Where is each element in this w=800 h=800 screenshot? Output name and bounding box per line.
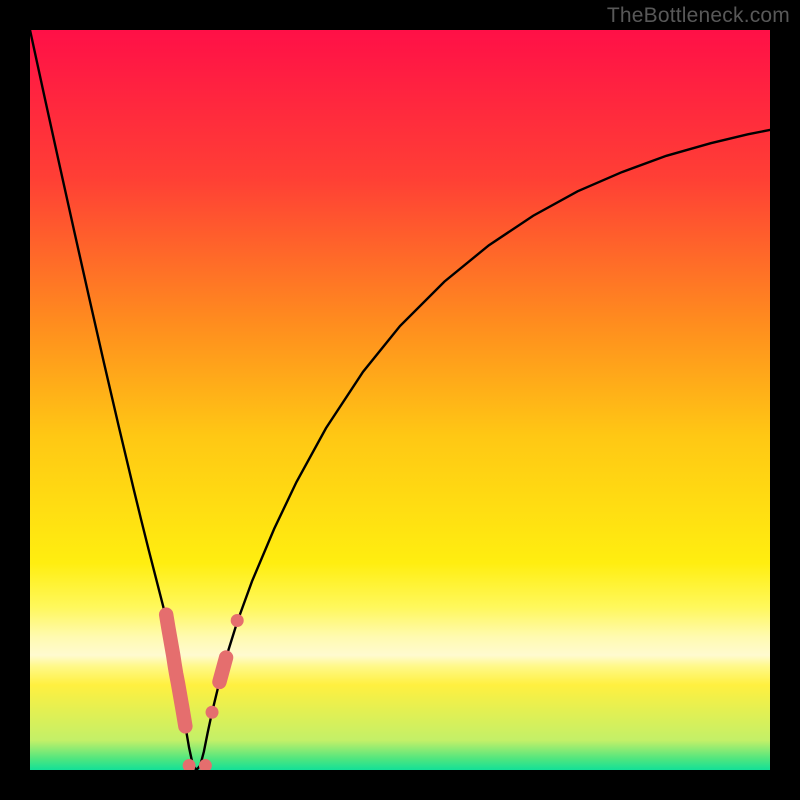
marker-dot [231, 614, 244, 627]
marker-dot [206, 706, 219, 719]
chart-container: TheBottleneck.com [0, 0, 800, 800]
marker-track [166, 615, 185, 727]
bottleneck-curve-right [197, 130, 771, 770]
plot-area [30, 30, 770, 770]
marker-track [219, 658, 226, 682]
watermark-text: TheBottleneck.com [607, 4, 790, 28]
curves-layer [30, 30, 770, 770]
marker-dot [183, 759, 196, 770]
